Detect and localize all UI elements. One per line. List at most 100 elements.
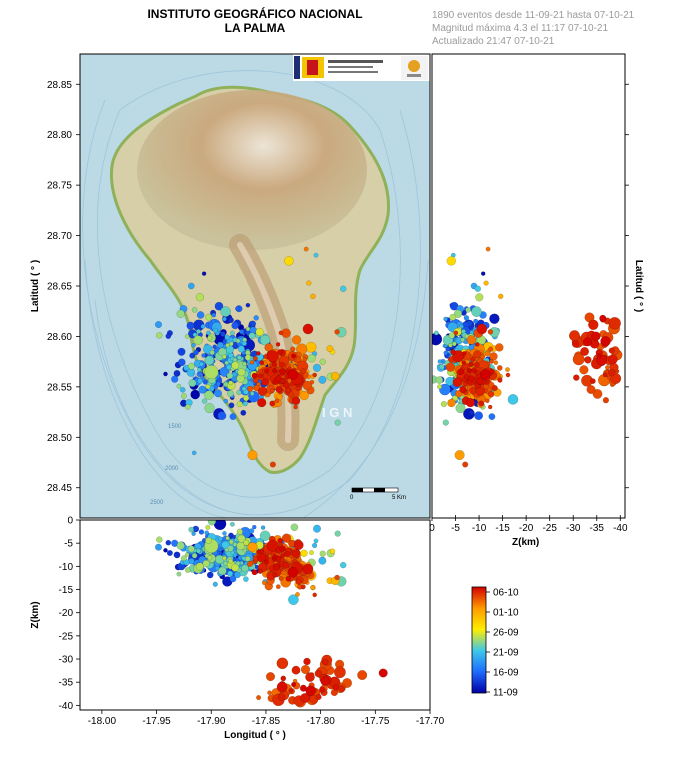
- scale-end: 5 Km: [392, 495, 406, 501]
- hypocenter-depth-lat-point: [471, 306, 482, 317]
- hypocenter-lon-depth-point: [206, 571, 214, 579]
- hypocenter-lon-depth-point: [288, 688, 294, 693]
- hypocenter-depth-lat-point: [491, 385, 498, 392]
- epicenter-point: [191, 307, 198, 313]
- hypocenter-lon-depth-point: [207, 520, 216, 526]
- hypocenter-lon-depth-point: [312, 592, 318, 598]
- hypocenter-depth-lat-point: [484, 350, 491, 357]
- lon-tick-label: -17.70: [416, 716, 445, 727]
- epicenter-point: [257, 398, 267, 408]
- hypocenter-depth-lat-point: [476, 323, 488, 335]
- hypocenter-lon-depth-point: [191, 531, 196, 536]
- epicenter-point: [176, 309, 185, 318]
- lat-tick-label: 28.50: [47, 433, 72, 444]
- epicenter-point: [229, 413, 237, 420]
- hypocenter-lon-depth-point: [241, 564, 249, 573]
- hypocenter-depth-lat-point: [475, 293, 484, 302]
- updated-time: Actualizado 21:47 07-10-21: [432, 36, 555, 47]
- epicenter-point: [259, 334, 271, 346]
- hypocenter-lon-depth-point: [198, 529, 205, 535]
- hypocenter-lon-depth-point: [284, 551, 291, 557]
- hypocenter-lon-depth-point: [332, 684, 340, 691]
- hypocenter-lon-depth-point: [252, 524, 257, 530]
- hypocenter-depth-lat-point: [465, 398, 476, 408]
- epicenter-point: [259, 360, 265, 366]
- hypocenter-lon-depth-point: [300, 549, 308, 557]
- epicenter-point: [275, 342, 281, 347]
- hypocenter-lon-depth-point: [257, 568, 263, 574]
- epicenter-point: [275, 385, 283, 393]
- hypocenter-lon-depth-point: [295, 578, 302, 585]
- lat-tick-label: 28.75: [47, 181, 72, 192]
- epicenter-point: [197, 378, 204, 384]
- hypocenter-lon-depth-point: [256, 549, 261, 554]
- hypocenter-lon-depth-point: [166, 550, 173, 557]
- epicenter-point: [291, 335, 302, 345]
- epicenter-point: [235, 306, 241, 312]
- lon-tick-label: -17.95: [142, 716, 171, 727]
- epicenter-point: [227, 390, 234, 397]
- lon-tick-label: -17.75: [361, 716, 390, 727]
- epicenter-point: [156, 332, 163, 339]
- hypocenter-lon-depth-point: [184, 552, 190, 557]
- hypocenter-lon-depth-point: [205, 524, 211, 530]
- hypocenter-depth-lat-point: [495, 343, 504, 352]
- longitude-depth-panel: [80, 520, 430, 710]
- epicenter-point: [330, 371, 340, 381]
- hypocenter-depth-lat-point: [489, 368, 495, 375]
- hypocenter-lon-depth-point: [228, 558, 234, 564]
- epicenter-point: [284, 256, 294, 266]
- epicenter-point: [217, 341, 224, 349]
- hypocenter-depth-lat-point: [608, 317, 621, 330]
- hypocenter-depth-lat-point: [489, 358, 494, 364]
- events-summary: 1890 eventos desde 11-09-21 hasta 07-10-…: [432, 10, 635, 21]
- colorbar-label: 21-09: [493, 648, 519, 659]
- epicenter-point: [236, 401, 243, 408]
- epicenter-point: [154, 321, 162, 329]
- map-panel: I G N 1000 1500 2000 2500 0 5 Km: [80, 54, 430, 518]
- epicenter-point: [224, 360, 229, 366]
- hypocenter-depth-lat-point: [479, 369, 491, 380]
- epicenter-point: [296, 343, 308, 355]
- hypocenter-depth-lat-point: [608, 368, 616, 377]
- hypocenter-lon-depth-point: [267, 690, 272, 696]
- hypocenter-depth-lat-point: [484, 379, 490, 385]
- depth-tick-label: 0: [429, 523, 435, 534]
- lat-tick-label: 28.45: [47, 483, 72, 494]
- hypocenter-lon-depth-point: [176, 541, 185, 550]
- hypocenter-depth-lat-point: [454, 450, 465, 461]
- epicenter-point: [287, 369, 299, 380]
- hypocenter-depth-lat-point: [608, 347, 615, 354]
- epicenter-point: [163, 371, 168, 377]
- bottom-depth-tick-label: -30: [59, 655, 74, 666]
- hypocenter-lon-depth-point: [196, 548, 201, 554]
- epicenter-point: [229, 330, 235, 336]
- map-y-axis-label: Latitud ( ° ): [30, 260, 41, 312]
- title-line-2: LA PALMA: [224, 21, 286, 35]
- epicenter-point: [206, 330, 211, 336]
- epicenter-point: [187, 362, 195, 370]
- hypocenter-depth-lat-point: [473, 318, 479, 324]
- epicenter-point: [264, 368, 269, 374]
- epicenter-point: [201, 398, 208, 404]
- hypocenter-depth-lat-point: [475, 342, 480, 347]
- depth-tick-label: -25: [542, 523, 557, 534]
- epicenter-point: [237, 345, 245, 353]
- epicenter-point: [193, 349, 199, 356]
- epicenter-point: [274, 398, 280, 404]
- hypocenter-lon-depth-point: [227, 570, 234, 577]
- hypocenter-depth-lat-point: [457, 368, 465, 375]
- hypocenter-depth-lat-point: [443, 350, 449, 356]
- hypocenter-depth-lat-point: [468, 409, 475, 416]
- max-magnitude: Magnitud máxima 4.3 el 11:17 07-10-21: [432, 23, 609, 34]
- hypocenter-lon-depth-point: [338, 685, 345, 692]
- hypocenter-lon-depth-point: [243, 539, 250, 546]
- epicenter-point: [196, 329, 201, 334]
- hypocenter-depth-lat-point: [605, 365, 610, 370]
- depth-tick-label: -35: [590, 523, 605, 534]
- hypocenter-lon-depth-point: [305, 672, 315, 682]
- epicenter-point: [231, 321, 239, 330]
- epicenter-point: [228, 317, 234, 323]
- epicenter-point: [201, 353, 206, 358]
- hypocenter-depth-lat-point: [484, 398, 490, 404]
